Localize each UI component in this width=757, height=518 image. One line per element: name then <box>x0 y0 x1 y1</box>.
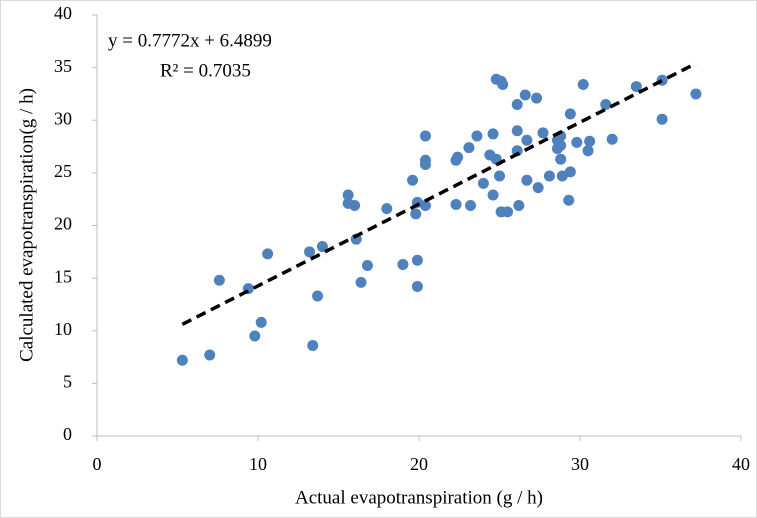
data-point <box>513 200 525 212</box>
y-tick-label: 25 <box>54 161 72 181</box>
data-point <box>355 276 367 288</box>
y-axis-title: Calculated evapotranspiration(g / h) <box>16 88 37 362</box>
data-point <box>555 153 567 165</box>
x-tick-label: 40 <box>732 454 750 474</box>
x-axis-title: Actual evapotranspiration (g / h) <box>295 487 543 508</box>
data-point <box>419 200 431 212</box>
data-point <box>600 98 612 110</box>
data-point <box>487 128 499 140</box>
y-tick-label: 10 <box>54 319 72 339</box>
data-point <box>555 140 567 152</box>
y-tick-label: 0 <box>63 424 72 444</box>
data-point <box>342 189 354 201</box>
data-point <box>262 248 274 260</box>
data-point <box>690 88 702 100</box>
data-point <box>304 246 316 258</box>
data-point <box>511 98 523 110</box>
data-point <box>477 177 489 189</box>
x-tick-label: 20 <box>410 454 428 474</box>
data-point <box>543 170 555 182</box>
data-point <box>511 125 523 137</box>
x-tick-label: 10 <box>249 454 267 474</box>
data-point <box>381 203 393 215</box>
data-point <box>419 158 431 170</box>
data-point <box>465 200 477 212</box>
data-point <box>502 206 514 218</box>
y-tick-label: 15 <box>54 266 72 286</box>
data-point <box>582 145 594 157</box>
data-point <box>519 89 531 101</box>
data-point <box>411 281 423 293</box>
data-point <box>577 78 589 90</box>
data-point <box>571 136 583 148</box>
trendline <box>181 61 697 326</box>
y-tick-label: 30 <box>54 108 72 128</box>
data-point <box>606 133 618 145</box>
data-point <box>521 134 533 146</box>
data-point <box>176 354 188 366</box>
data-point <box>419 130 431 142</box>
r2-annotation: R² = 0.7035 <box>160 60 251 81</box>
equation-annotation: y = 0.7772x + 6.4899 <box>108 30 272 51</box>
data-point <box>349 200 361 212</box>
x-tick-label: 30 <box>571 454 589 474</box>
data-point <box>397 258 409 270</box>
data-point <box>531 92 543 104</box>
data-point <box>494 170 505 182</box>
data-point <box>537 127 549 139</box>
data-point <box>204 349 216 361</box>
data-point <box>407 174 419 186</box>
data-point <box>630 81 642 93</box>
y-tick-label: 40 <box>54 3 72 23</box>
data-point <box>411 254 423 266</box>
data-point <box>487 189 499 201</box>
data-point <box>450 198 462 210</box>
data-point <box>564 108 576 120</box>
y-tick-label: 20 <box>54 214 72 234</box>
data-point <box>463 142 475 154</box>
data-point <box>656 113 668 125</box>
y-tick-label: 35 <box>54 56 72 76</box>
x-tick-label: 0 <box>93 454 102 474</box>
data-point <box>312 290 324 302</box>
data-point <box>316 241 328 253</box>
data-point <box>471 130 483 142</box>
data-point <box>511 145 523 157</box>
y-tick-label: 5 <box>63 372 72 392</box>
data-point <box>532 182 544 194</box>
data-point <box>452 151 464 163</box>
data-point <box>497 78 509 90</box>
data-point <box>213 274 225 286</box>
data-point <box>564 166 576 178</box>
data-point <box>249 330 261 342</box>
data-point <box>521 174 533 186</box>
data-point <box>255 316 267 328</box>
data-point <box>563 194 575 206</box>
data-point <box>307 339 319 351</box>
data-point <box>584 135 596 147</box>
data-point <box>361 259 373 271</box>
data-point <box>410 208 422 220</box>
